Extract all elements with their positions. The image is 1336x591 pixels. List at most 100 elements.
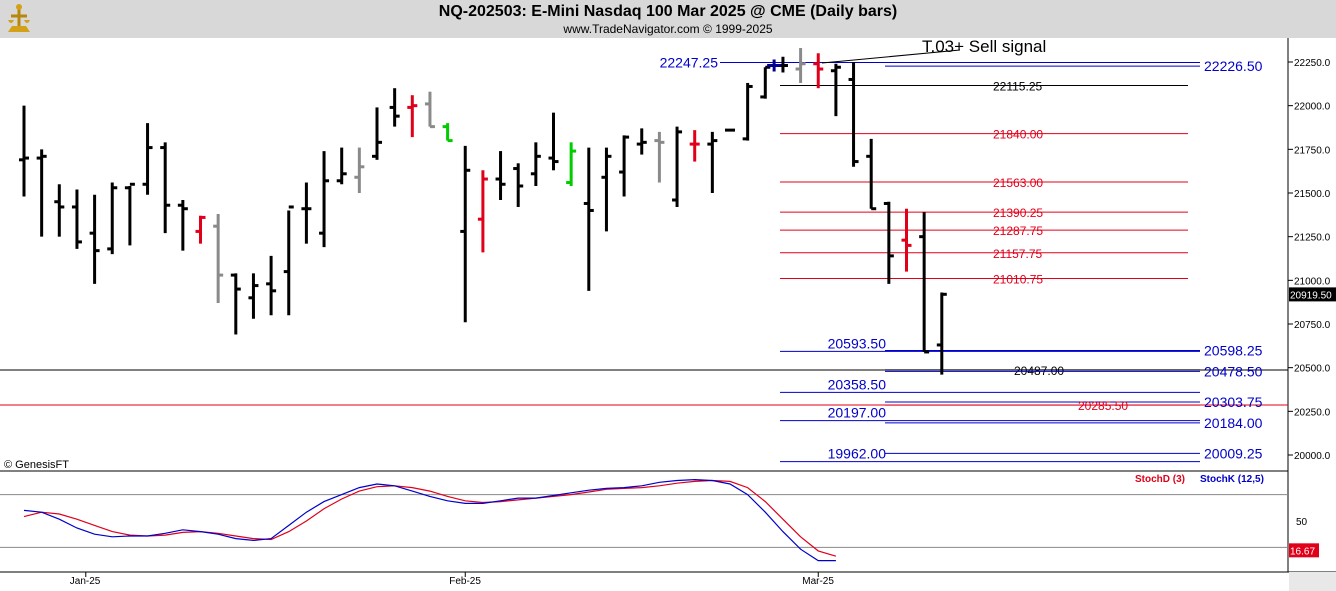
sell-signal-pointer xyxy=(821,49,961,64)
stochd-legend: StochD (3) xyxy=(1135,474,1185,485)
price-bar xyxy=(266,255,277,316)
price-bar xyxy=(813,53,824,89)
y-tick-label: 22000.0 xyxy=(1294,102,1331,113)
price-bar xyxy=(530,142,541,187)
level-label: 20593.50 xyxy=(828,335,887,351)
level-label: 21287.75 xyxy=(993,224,1043,238)
price-bar xyxy=(760,65,771,99)
price-bar xyxy=(424,91,435,129)
price-bar xyxy=(901,208,912,272)
level-label: 20303.75 xyxy=(1204,394,1263,410)
stochk-legend: StochK (12,5) xyxy=(1200,474,1264,485)
price-bar xyxy=(460,145,471,323)
y-tick-label: 22250.0 xyxy=(1294,58,1331,69)
price-bar xyxy=(689,130,700,162)
price-bar xyxy=(566,142,577,187)
price-bar xyxy=(177,199,188,251)
y-tick-label: 21250.0 xyxy=(1294,233,1331,244)
y-tick-label: 21750.0 xyxy=(1294,145,1331,156)
level-label: 21840.00 xyxy=(993,128,1043,142)
level-label: 20184.00 xyxy=(1204,415,1263,431)
price-bar xyxy=(477,170,488,253)
x-tick-label: Mar-25 xyxy=(802,576,834,587)
level-label: 20478.50 xyxy=(1204,363,1263,379)
price-levels: 22247.25 22226.50 22115.25 21840.00 21563.00… xyxy=(0,37,1288,463)
price-bar xyxy=(160,142,171,234)
price-bar xyxy=(195,215,206,244)
price-bar xyxy=(142,123,153,195)
price-bar xyxy=(513,163,524,207)
price-bar xyxy=(230,273,241,335)
x-tick-label: Jan-25 xyxy=(70,576,101,587)
level-label: 22247.25 xyxy=(660,54,719,70)
stochd-line xyxy=(23,479,837,557)
price-bar xyxy=(372,107,382,160)
y-tick-label: 21000.0 xyxy=(1294,276,1331,287)
chart-subtitle: www.TradeNavigator.com © 1999-2025 xyxy=(563,22,773,36)
price-bar xyxy=(619,135,630,197)
price-bar xyxy=(36,149,47,237)
price-bar xyxy=(583,147,594,291)
stoch-50-label: 50 xyxy=(1296,517,1308,528)
copyright-text: © GenesisFT xyxy=(4,459,69,471)
price-bar xyxy=(89,194,100,284)
price-bar xyxy=(442,123,453,143)
level-label: 20009.25 xyxy=(1204,445,1263,461)
price-bar xyxy=(107,182,118,255)
price-bar xyxy=(124,182,135,246)
price-bar xyxy=(919,212,930,354)
level-label: 21563.00 xyxy=(993,176,1043,190)
corner-box xyxy=(1289,572,1336,591)
sell-signal-annotation: T.03+ Sell signal xyxy=(922,37,1046,56)
price-bar xyxy=(601,147,612,232)
x-tick-label: Feb-25 xyxy=(449,576,481,587)
price-bar xyxy=(71,189,82,249)
price-bar xyxy=(848,62,859,167)
price-bar xyxy=(336,147,347,185)
price-bar xyxy=(866,138,877,211)
price-bar xyxy=(319,151,330,248)
price-bar xyxy=(636,128,647,155)
price-bar xyxy=(19,105,29,197)
price-bar xyxy=(213,213,224,304)
level-label: 21390.25 xyxy=(993,206,1043,220)
level-label: 20197.00 xyxy=(828,405,887,421)
price-bar xyxy=(495,151,506,200)
stochd-last-label: 16.67 xyxy=(1290,546,1315,557)
y-tick-label: 20750.0 xyxy=(1294,320,1331,331)
price-bar xyxy=(830,63,841,117)
y-tick-label: 20250.0 xyxy=(1294,407,1331,418)
last-price-box xyxy=(1289,287,1336,302)
level-label: 20598.25 xyxy=(1204,343,1263,359)
price-bar xyxy=(548,112,559,171)
level-label: 22115.25 xyxy=(993,80,1042,94)
level-label: 20358.50 xyxy=(828,376,887,392)
price-bar xyxy=(407,95,418,138)
last-price-label: 20919.50 xyxy=(1290,290,1332,301)
tradenavigator-logo-icon xyxy=(2,2,36,36)
y-tick-label: 21500.0 xyxy=(1294,189,1331,200)
price-bar xyxy=(389,88,400,127)
price-bar xyxy=(248,273,259,319)
chart-header: NQ-202503: E-Mini Nasdaq 100 Mar 2025 @ … xyxy=(0,0,1336,38)
price-bar xyxy=(672,126,683,207)
level-label: 21010.75 xyxy=(993,272,1043,286)
price-bar xyxy=(354,147,365,193)
y-tick-label: 20500.0 xyxy=(1294,364,1331,375)
price-bar xyxy=(654,131,665,183)
price-bars xyxy=(19,48,947,375)
price-bar xyxy=(936,292,947,375)
stochk-line xyxy=(23,478,836,562)
price-bar xyxy=(707,131,718,193)
level-label: 22226.50 xyxy=(1204,58,1263,74)
price-bar xyxy=(301,182,312,244)
stochd-last-box xyxy=(1289,543,1319,558)
level-label: 19962.00 xyxy=(828,446,887,462)
price-bar xyxy=(883,201,894,284)
price-bar xyxy=(795,48,806,83)
chart-title: NQ-202503: E-Mini Nasdaq 100 Mar 2025 @ … xyxy=(438,3,898,20)
price-bar xyxy=(54,184,65,237)
chart-axes: 22250.0 22000.0 21750.0 21500.0 21250.0 21000… xyxy=(0,38,1336,591)
level-label: 21157.75 xyxy=(993,247,1042,261)
